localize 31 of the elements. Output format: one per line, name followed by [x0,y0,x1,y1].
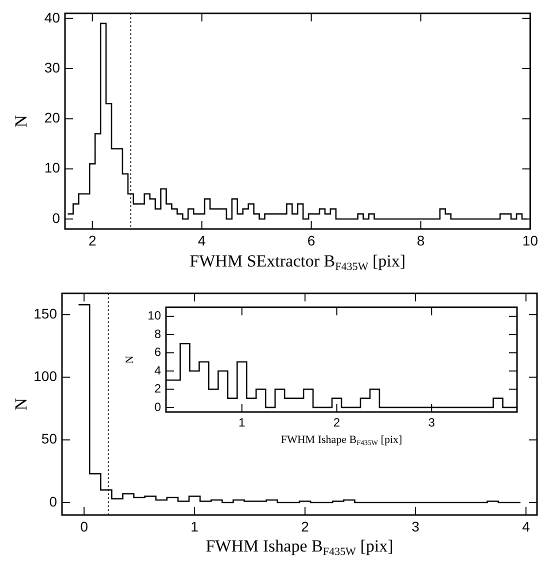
y-tick-label: 30 [44,59,60,76]
y-tick-label: 150 [34,306,58,322]
y-tick-label: 40 [44,9,60,26]
y-axis-title: N [11,398,30,410]
x-tick-label: 10 [522,232,538,248]
x-tick-label: 2 [301,518,310,534]
x-tick-label: 0 [80,518,88,534]
y-tick-label: 20 [44,110,60,126]
y-tick-label: 8 [154,326,162,341]
y-tick-label: 0 [52,210,60,226]
x-tick-label: 8 [416,232,425,248]
y-tick-label: 10 [148,308,162,323]
x-tick-label: 2 [88,232,96,248]
y-tick-label: 50 [41,430,58,447]
x-tick-label: 3 [412,518,420,534]
x-tick-label: 6 [307,232,316,248]
x-tick-label: 4 [198,232,206,248]
x-tick-label: 4 [522,518,530,534]
x-tick-label: 3 [428,416,436,430]
y-tick-label: 0 [49,493,58,510]
y-tick-label: 6 [154,345,162,360]
y-tick-label: 4 [154,363,162,378]
y-tick-label: 100 [34,368,58,384]
x-tick-label: 1 [238,416,246,430]
x-tick-label: 2 [333,416,340,430]
y-tick-label: 10 [44,160,60,176]
x-tick-label: 1 [190,518,199,534]
y-tick-label: 0 [154,400,162,414]
y-axis-title: N [11,115,30,128]
y-axis-title: N [124,356,136,364]
y-tick-label: 2 [154,382,162,396]
